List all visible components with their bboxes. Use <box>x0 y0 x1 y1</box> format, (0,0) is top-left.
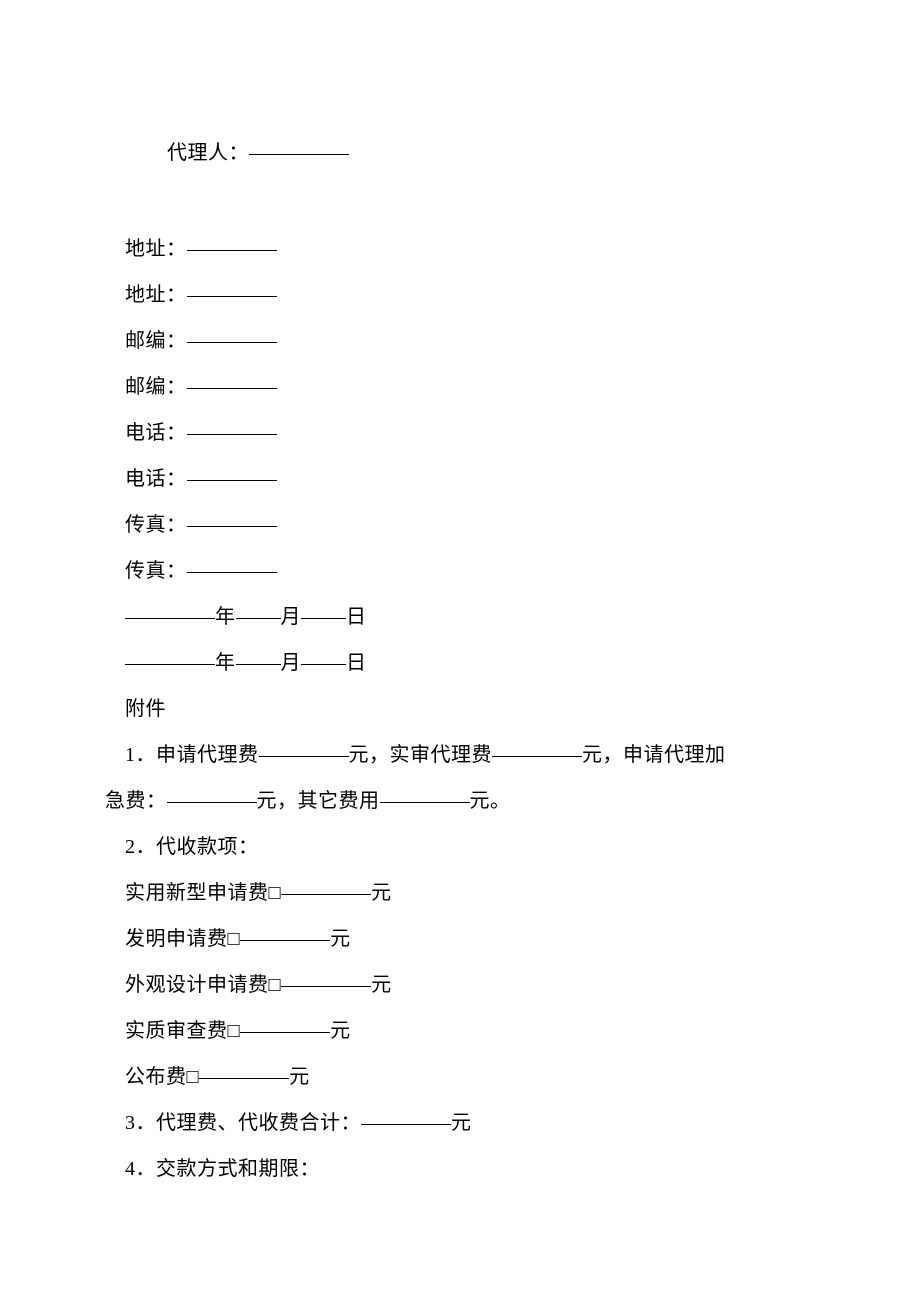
checkbox-icon[interactable]: □ <box>187 1054 200 1100</box>
item3-label: 3．代理费、代收费合计： <box>125 1112 361 1134</box>
attachment-title: 附件 <box>125 686 800 732</box>
item2-fee4-unit: 元 <box>330 1020 351 1042</box>
date1-line: 年月日 <box>125 594 800 640</box>
fax2-line: 传真： <box>125 548 800 594</box>
phone2-line: 电话： <box>125 456 800 502</box>
address2-blank[interactable] <box>187 296 277 297</box>
item2-fee1-label: 实用新型申请费 <box>125 882 269 904</box>
date1-day-blank[interactable] <box>301 618 346 619</box>
address2-line: 地址： <box>125 272 800 318</box>
date1-month-label: 月 <box>281 606 302 628</box>
item2-fee4-label: 实质审查费 <box>125 1020 228 1042</box>
checkbox-icon[interactable]: □ <box>269 870 282 916</box>
item2-fee4-blank[interactable] <box>240 1032 330 1033</box>
item3-unit: 元 <box>451 1112 472 1134</box>
fax2-blank[interactable] <box>187 572 277 573</box>
item2-fee2-blank[interactable] <box>240 940 330 941</box>
item2-fee3-line: 外观设计申请费□ 元 <box>125 962 800 1008</box>
fax1-line: 传真： <box>125 502 800 548</box>
date1-day-label: 日 <box>346 606 367 628</box>
item2-fee1-blank[interactable] <box>281 894 371 895</box>
zip2-line: 邮编： <box>125 364 800 410</box>
zip1-line: 邮编： <box>125 318 800 364</box>
date2-year-blank[interactable] <box>125 664 215 665</box>
item2-fee5-line: 公布费□ 元 <box>125 1054 800 1100</box>
date2-month-label: 月 <box>281 652 302 674</box>
checkbox-icon[interactable]: □ <box>228 1008 241 1054</box>
date2-day-label: 日 <box>346 652 367 674</box>
item2-fee5-blank[interactable] <box>199 1078 289 1079</box>
checkbox-icon[interactable]: □ <box>269 962 282 1008</box>
address1-label: 地址： <box>125 238 187 260</box>
address1-line: 地址： <box>125 226 800 272</box>
date1-year-label: 年 <box>215 606 236 628</box>
date2-month-blank[interactable] <box>236 664 281 665</box>
item1-blank1[interactable] <box>259 756 349 757</box>
item1-blank4[interactable] <box>380 802 470 803</box>
item1-blank2[interactable] <box>492 756 582 757</box>
item2-fee2-unit: 元 <box>330 928 351 950</box>
item2-fee3-blank[interactable] <box>281 986 371 987</box>
item1-blank3[interactable] <box>167 802 257 803</box>
item4-line: 4．交款方式和期限： <box>125 1146 800 1192</box>
gap-spacer <box>125 176 800 226</box>
address1-blank[interactable] <box>187 250 277 251</box>
phone2-blank[interactable] <box>187 480 277 481</box>
item2-fee2-line: 发明申请费□ 元 <box>125 916 800 962</box>
item2-title: 2．代收款项： <box>125 824 800 870</box>
agent-blank[interactable] <box>249 154 349 155</box>
date2-year-label: 年 <box>215 652 236 674</box>
zip1-label: 邮编： <box>125 330 187 352</box>
item2-fee5-label: 公布费 <box>125 1066 187 1088</box>
item1-line2-suffix: 元。 <box>470 790 511 812</box>
item1-line1: 1．申请代理费 元，实审代理费 元，申请代理加 <box>125 732 800 778</box>
fax1-blank[interactable] <box>187 526 277 527</box>
item2-fee4-line: 实质审查费□ 元 <box>125 1008 800 1054</box>
zip1-blank[interactable] <box>187 342 277 343</box>
item1-part2: 元，实审代理费 <box>349 744 493 766</box>
item2-fee3-unit: 元 <box>371 974 392 996</box>
agent-label: 代理人： <box>167 142 249 164</box>
item1-prefix: 1．申请代理费 <box>125 744 259 766</box>
date2-day-blank[interactable] <box>301 664 346 665</box>
fax2-label: 传真： <box>125 560 187 582</box>
phone2-label: 电话： <box>125 468 187 490</box>
item2-fee1-line: 实用新型申请费□ 元 <box>125 870 800 916</box>
item3-blank[interactable] <box>361 1124 451 1125</box>
item1-line2-prefix: 急费： <box>105 790 167 812</box>
phone1-label: 电话： <box>125 422 187 444</box>
item1-line2: 急费： 元，其它费用 元。 <box>105 778 800 824</box>
checkbox-icon[interactable]: □ <box>228 916 241 962</box>
item1-part3: 元，申请代理加 <box>582 744 726 766</box>
zip2-label: 邮编： <box>125 376 187 398</box>
item2-fee2-label: 发明申请费 <box>125 928 228 950</box>
phone1-line: 电话： <box>125 410 800 456</box>
date1-year-blank[interactable] <box>125 618 215 619</box>
item1-line2-part2: 元，其它费用 <box>257 790 380 812</box>
phone1-blank[interactable] <box>187 434 277 435</box>
date2-line: 年月日 <box>125 640 800 686</box>
agent-line: 代理人： <box>125 130 800 176</box>
item2-fee5-unit: 元 <box>289 1066 310 1088</box>
item2-fee3-label: 外观设计申请费 <box>125 974 269 996</box>
fax1-label: 传真： <box>125 514 187 536</box>
date1-month-blank[interactable] <box>236 618 281 619</box>
item2-fee1-unit: 元 <box>371 882 392 904</box>
zip2-blank[interactable] <box>187 388 277 389</box>
item3-line: 3．代理费、代收费合计： 元 <box>125 1100 800 1146</box>
address2-label: 地址： <box>125 284 187 306</box>
